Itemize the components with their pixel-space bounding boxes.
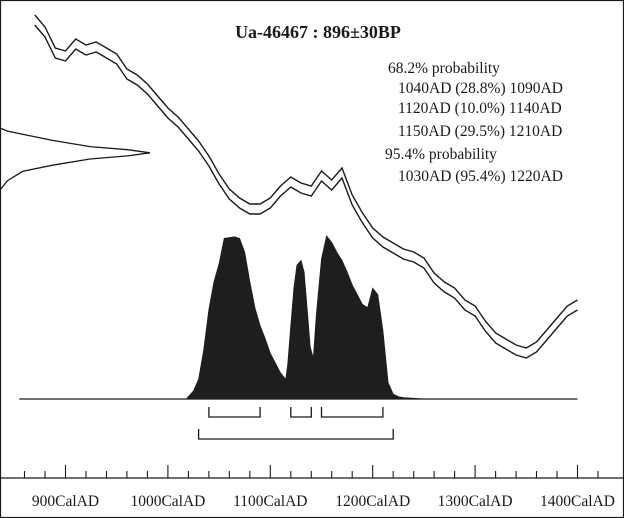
chart-title: Ua-46467 : 896±30BP: [235, 22, 401, 42]
calibration-curve: [34, 14, 578, 359]
sigma1-bar-2: [290, 407, 312, 418]
calibrated-distribution: [185, 235, 424, 400]
probability-range-bars: [197, 407, 394, 440]
calibrated-distribution-area: [185, 235, 424, 400]
x-tick-label: 900CalAD: [32, 493, 99, 510]
sigma1-range-3: 1150AD (29.5%) 1210AD: [398, 123, 562, 140]
calibration-curve-upper: [34, 14, 578, 349]
sigma2-heading: 95.4% probability: [385, 146, 497, 163]
x-tick-label: 1000CalAD: [130, 493, 205, 510]
x-tick-label: 1300CalAD: [438, 493, 513, 510]
sigma1-bar-1: [208, 407, 261, 418]
sigma1-range-2: 1120AD (10.0%) 1140AD: [398, 100, 562, 117]
sigma1-range-1: 1040AD (28.8%) 1090AD: [398, 80, 563, 97]
calibration-curve-lower: [34, 24, 578, 359]
x-tick-label: 1400CalAD: [540, 493, 615, 510]
sigma1-bar-3: [320, 407, 384, 418]
radiocarbon-curve: [0, 127, 151, 191]
radiocarbon-distribution: [0, 127, 151, 191]
x-tick-label: 1200CalAD: [335, 493, 410, 510]
sigma2-bar-1: [197, 429, 394, 440]
x-tick-label: 1100CalAD: [233, 493, 307, 510]
sigma2-range-1: 1030AD (95.4%) 1220AD: [398, 168, 563, 185]
x-axis: 900CalAD 1000CalAD 1100CalAD 1200CalAD 1300C…: [0, 465, 624, 510]
sigma1-heading: 68.2% probability: [388, 60, 500, 77]
